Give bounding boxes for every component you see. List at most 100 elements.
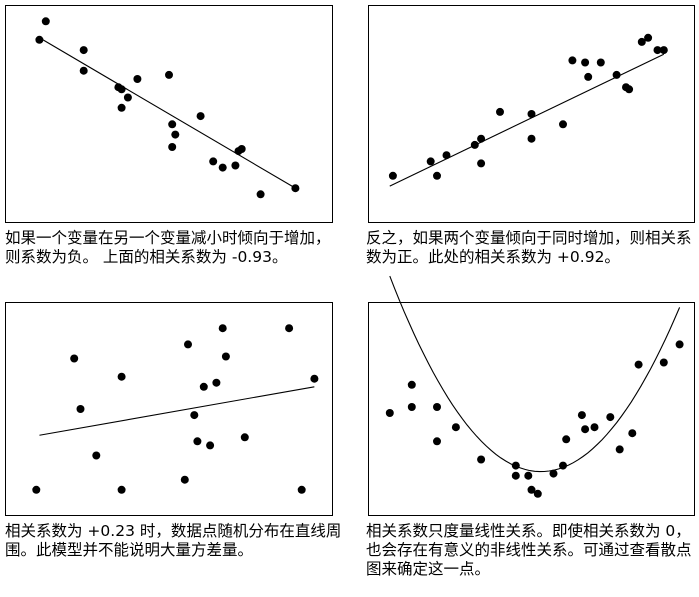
data-point — [193, 437, 202, 446]
caption-negative-correlation: 如果一个变量在另一个变量减小时倾向于增加，则系数为负。 上面的相关系数为 -0.… — [5, 229, 331, 266]
data-point — [527, 134, 536, 143]
data-point — [133, 75, 142, 83]
data-point — [659, 358, 668, 367]
data-point — [117, 372, 126, 381]
data-point — [477, 159, 486, 168]
caption-weak-correlation: 相关系数为 +0.23 时，数据点随机分布在直线周围。此模型并不能说明大量方差量… — [5, 522, 342, 559]
data-point — [79, 66, 88, 75]
data-point — [562, 435, 571, 444]
data-point — [584, 72, 593, 81]
data-point — [184, 340, 192, 349]
data-point — [206, 441, 215, 450]
data-point — [256, 190, 265, 199]
data-point — [659, 46, 668, 55]
fit-line — [39, 37, 296, 189]
data-point — [209, 157, 218, 166]
data-point — [625, 85, 634, 94]
chart-svg-0 — [5, 5, 333, 223]
fit-line — [39, 386, 315, 436]
data-point — [407, 380, 416, 389]
data-point — [92, 451, 101, 460]
data-point — [41, 17, 50, 26]
data-point — [237, 145, 246, 153]
data-point — [76, 405, 85, 413]
chart-svg-3 — [368, 275, 695, 516]
chart-nonlinear-relationship — [368, 275, 695, 516]
data-point — [675, 340, 684, 349]
caption-nonlinear-relationship: 相关系数只度量线性关系。即使相关系数为 0，也会存在有意义的非线性关系。可通过查… — [366, 522, 692, 578]
data-point — [644, 33, 653, 42]
data-point — [70, 354, 79, 363]
data-point — [451, 423, 460, 432]
data-point — [653, 46, 662, 55]
data-point — [559, 461, 567, 470]
data-point — [433, 171, 441, 180]
chart-svg-1 — [368, 5, 695, 223]
data-point — [524, 471, 533, 480]
chart-positive-correlation — [368, 5, 695, 223]
data-point — [168, 120, 177, 129]
plot-frame — [368, 302, 695, 516]
data-point — [527, 110, 536, 118]
data-point — [634, 360, 643, 369]
data-point — [496, 107, 504, 116]
data-point — [477, 134, 486, 143]
data-point — [527, 485, 536, 494]
data-point — [117, 485, 126, 494]
data-point — [559, 120, 567, 129]
data-point — [407, 403, 416, 411]
data-point — [218, 163, 227, 172]
data-point — [218, 324, 227, 333]
caption-positive-correlation: 反之，如果两个变量倾向于同时增加，则相关系数为正。此处的相关系数为 +0.92。 — [366, 229, 692, 266]
data-point — [385, 409, 394, 417]
data-point — [165, 70, 173, 79]
chart-svg-2 — [5, 302, 333, 516]
data-point — [180, 475, 189, 484]
chart-weak-correlation — [5, 302, 333, 516]
data-point — [442, 151, 451, 160]
plot-frame — [5, 302, 333, 516]
data-point — [240, 433, 249, 442]
data-point — [470, 140, 479, 149]
data-point — [615, 445, 624, 454]
data-point — [168, 143, 177, 151]
data-point — [581, 58, 590, 67]
data-point — [297, 485, 306, 494]
data-point — [32, 485, 41, 494]
data-point — [117, 85, 126, 94]
data-point — [433, 437, 441, 446]
data-point — [79, 46, 88, 55]
data-point — [199, 382, 208, 391]
chart-negative-correlation — [5, 5, 333, 223]
data-point — [117, 103, 126, 112]
data-point — [549, 469, 558, 478]
data-point — [628, 429, 637, 438]
data-point — [511, 471, 520, 480]
data-point — [433, 403, 441, 411]
data-point — [35, 35, 44, 44]
data-point — [123, 93, 132, 102]
data-point — [426, 157, 435, 166]
data-point — [221, 352, 230, 361]
data-point — [596, 58, 605, 67]
data-point — [388, 171, 397, 180]
data-point — [581, 425, 590, 434]
data-point — [196, 112, 205, 121]
fit-curve — [389, 275, 681, 473]
data-point — [612, 70, 621, 79]
data-point — [533, 489, 542, 498]
data-point — [577, 411, 586, 420]
data-point — [511, 461, 520, 470]
data-point — [291, 184, 300, 193]
data-point — [477, 455, 486, 464]
data-point — [212, 378, 221, 387]
data-point — [590, 423, 599, 432]
data-point — [171, 130, 180, 139]
data-point — [231, 161, 240, 170]
data-point — [637, 37, 646, 46]
data-point — [285, 324, 294, 333]
data-point — [190, 411, 199, 420]
data-point — [568, 56, 577, 65]
data-point — [606, 413, 615, 422]
data-point — [310, 374, 319, 383]
